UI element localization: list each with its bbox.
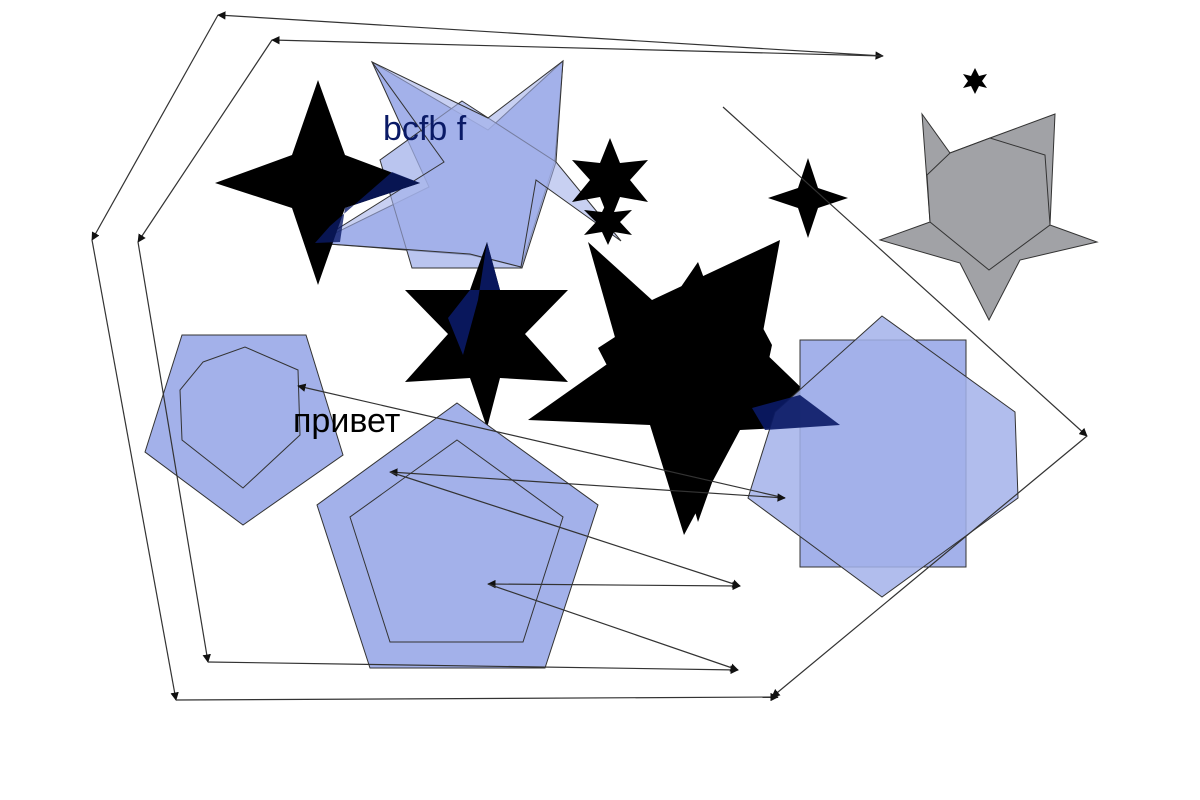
line-center-2 [389,468,786,502]
line-center-5 [487,583,739,672]
connector-lines [91,11,1088,702]
blue-diamond-1 [747,315,1019,598]
black-four-point-star-right [768,158,848,238]
line-center-4 [487,579,741,591]
gray-hexagon [926,137,1051,271]
label-bcfb: bcfb f [383,110,467,148]
black-large-star-inner [598,262,772,522]
line-bottom-inner [207,661,739,675]
blue-eight-point-star [747,315,1019,598]
black-tiny-star [963,68,987,94]
blue-hexagram-left [144,334,344,526]
line-top-inner [271,35,884,57]
gray-star-group [878,112,1099,322]
line-center-3 [389,471,741,588]
line-right-diagonal-up [722,106,1088,437]
black-four-point-star-left [215,80,420,285]
black-star-small-1 [572,138,648,222]
label-privet: привет [293,402,400,440]
black-six-point-star-center [405,242,568,428]
overlap-dark-blue-right [752,395,840,430]
overlap-dark-blue-center [448,242,500,355]
line-left-inner-upper [137,39,273,243]
blue-pentagon-bottom-inner [349,439,564,643]
line-bottom-outer [175,692,779,702]
black-star-small-2 [584,200,632,245]
line-left-inner-lower [137,241,211,663]
blue-star-top [313,59,622,269]
line-left-outer-lower [91,239,179,701]
blue-pentagon-bottom [316,402,599,669]
overlap-dark-blue-left [315,172,420,243]
line-left-outer-upper [91,14,219,241]
line-top-outer [217,11,884,60]
blue-hexagon-left [179,346,301,489]
blue-pentagon-bottom-outer [316,402,599,669]
blue-star-top-overlay [313,59,622,268]
line-right-diagonal-down [771,435,1088,698]
